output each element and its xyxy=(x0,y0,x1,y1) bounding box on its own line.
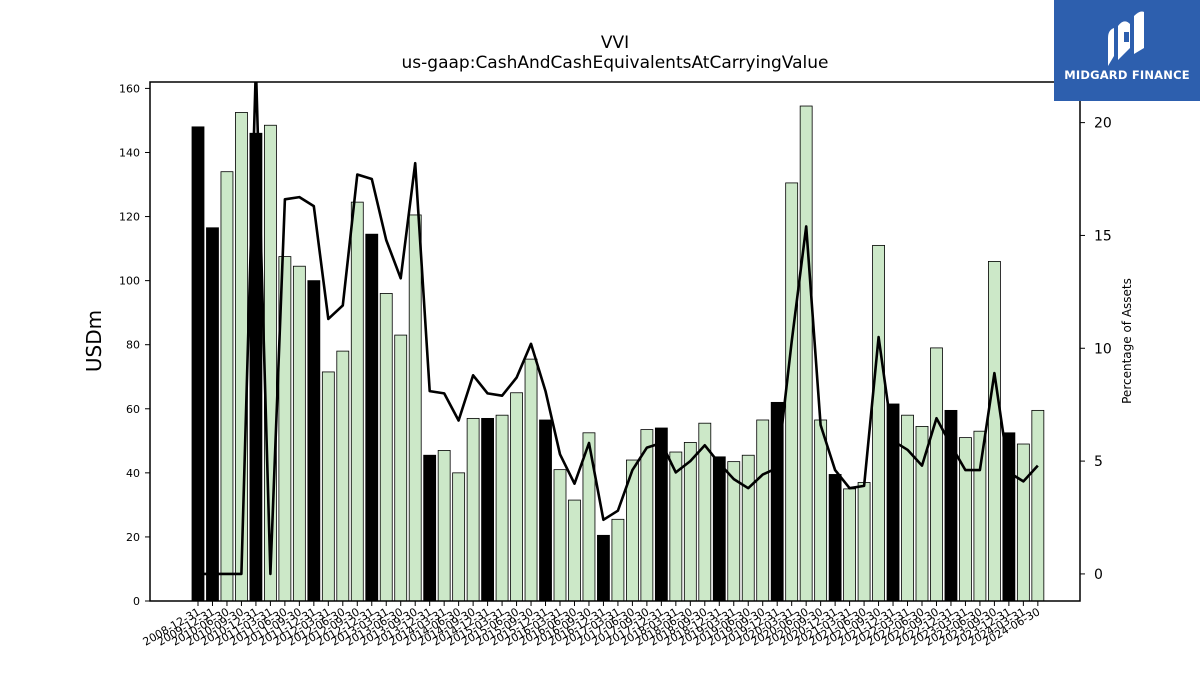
chart-subtitle: us-gaap:CashAndCashEquivalentsAtCarrying… xyxy=(402,53,829,73)
bar-2020-09-30 xyxy=(814,419,828,601)
bar-2023-06-30 xyxy=(973,430,987,601)
right-axis: 0 5 10 15 20 xyxy=(1080,116,1112,583)
bar-2016-03-31 xyxy=(553,469,567,601)
bar-2014-09-30 xyxy=(466,417,480,601)
y2-axis-label: Percentage of Assets xyxy=(1120,278,1134,404)
bar-2024-03-31 xyxy=(1016,443,1030,601)
y-tick-label: 20 xyxy=(126,531,140,544)
bar-2021-12-31 xyxy=(886,403,900,601)
bar-2019-03-31 xyxy=(727,461,741,601)
bar-2021-06-30 xyxy=(857,482,871,601)
bar-2009-12-31 xyxy=(206,227,219,601)
bar-2016-06-30 xyxy=(568,499,581,601)
y2-tick-label: 5 xyxy=(1094,454,1103,470)
bar-2015-06-30 xyxy=(510,392,523,601)
plot-frame xyxy=(149,81,1081,602)
bar-2011-06-30 xyxy=(278,256,292,601)
bar-2013-12-31 xyxy=(423,454,437,601)
bar-2022-12-31 xyxy=(944,409,958,601)
y2-tick-label: 15 xyxy=(1094,228,1112,244)
midgard-m-logo-icon xyxy=(1108,11,1144,66)
y2-tick-label: 10 xyxy=(1094,341,1112,357)
bar-2024-06-30 xyxy=(1031,409,1045,601)
percentage-line xyxy=(198,82,1039,576)
bar-2018-09-30 xyxy=(698,422,712,601)
bar-2012-03-31 xyxy=(321,371,335,601)
y-tick-label: 60 xyxy=(126,403,140,416)
bar-2023-03-31 xyxy=(959,437,972,601)
bar-2015-03-31 xyxy=(495,414,509,601)
bar-2023-09-30 xyxy=(988,261,1001,601)
bar-2016-12-31 xyxy=(597,534,610,601)
bar-2017-03-31 xyxy=(611,518,625,601)
brand-name: MIDGARD FINANCE xyxy=(1064,68,1190,82)
bar-2022-03-31 xyxy=(901,414,914,601)
bar-2022-06-30 xyxy=(915,425,929,601)
y-tick-label: 120 xyxy=(119,211,140,224)
bar-2015-12-31 xyxy=(539,419,552,601)
y-tick-label: 160 xyxy=(119,82,140,95)
bar-2019-09-30 xyxy=(756,419,770,601)
bar-2014-12-31 xyxy=(481,417,495,601)
bar-2018-06-30 xyxy=(683,442,697,601)
bar-2022-09-30 xyxy=(930,347,943,601)
bar-2012-12-31 xyxy=(365,233,379,601)
bar-2014-06-30 xyxy=(452,472,466,601)
bar-2021-03-31 xyxy=(843,488,856,601)
bar-2020-06-30 xyxy=(799,105,813,601)
bar-2012-06-30 xyxy=(336,350,350,601)
bars-layer xyxy=(191,105,1045,601)
bar-2020-12-31 xyxy=(828,474,842,601)
bar-2011-12-31 xyxy=(307,280,321,601)
bar-2012-09-30 xyxy=(350,201,364,601)
y2-tick-label: 0 xyxy=(1094,567,1103,583)
bar-2015-09-30 xyxy=(524,358,538,601)
bar-2023-12-31 xyxy=(1002,432,1016,601)
chart-title: VVI xyxy=(601,33,629,53)
y-tick-label: 40 xyxy=(126,467,140,480)
y-tick-label: 140 xyxy=(119,146,140,159)
bar-2010-06-30 xyxy=(220,171,234,601)
y-axis-label: USDm xyxy=(82,310,106,372)
bar-2020-03-31 xyxy=(785,182,799,601)
brand-logo: MIDGARD FINANCE xyxy=(1054,0,1200,101)
bar-2013-03-31 xyxy=(379,293,393,601)
bar-2014-03-31 xyxy=(437,450,451,601)
line-layer xyxy=(198,82,1039,576)
y-tick-label: 80 xyxy=(126,339,140,352)
bar-2011-09-30 xyxy=(292,265,306,601)
bar-2019-06-30 xyxy=(741,454,755,601)
bar-2021-09-30 xyxy=(872,244,885,601)
bar-2017-06-30 xyxy=(626,459,639,601)
bar-2010-12-31 xyxy=(249,132,263,601)
bar-2018-12-31 xyxy=(712,456,726,601)
y-tick-label: 0 xyxy=(133,595,140,608)
left-axis: 0 20 40 60 80 100 120 140 160 xyxy=(119,82,150,608)
bar-2013-09-30 xyxy=(408,214,422,601)
bar-2017-12-31 xyxy=(654,427,668,601)
bar-2013-06-30 xyxy=(394,334,408,601)
y2-tick-label: 20 xyxy=(1094,116,1112,132)
bar-2018-03-31 xyxy=(669,451,683,601)
x-axis: 2008-12-312009-12-312010-06-302010-09-30… xyxy=(141,601,1042,649)
bar-2008-12-31 xyxy=(191,126,205,601)
y-tick-label: 100 xyxy=(119,275,140,288)
